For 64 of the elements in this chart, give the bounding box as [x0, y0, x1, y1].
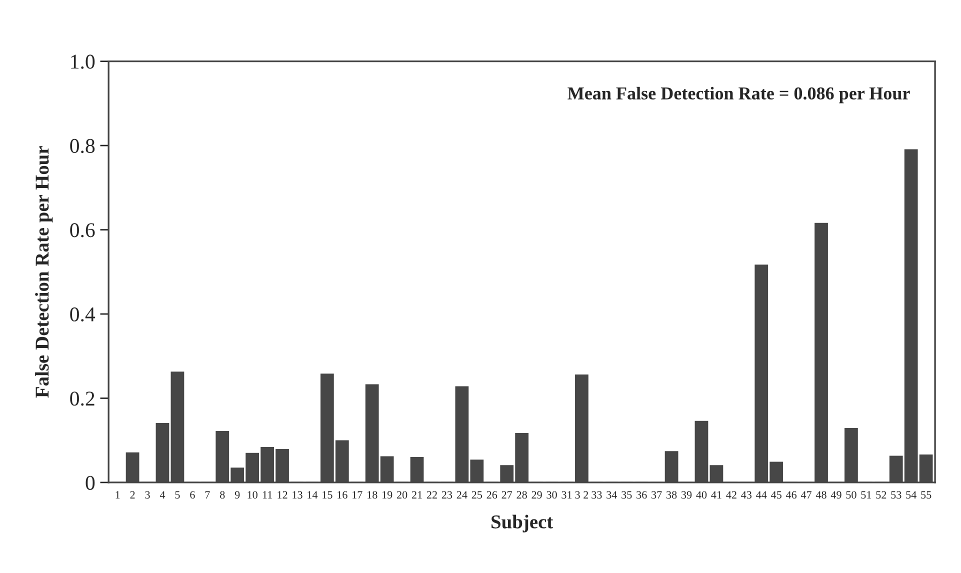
- x-tick-label: 52: [876, 491, 886, 499]
- x-tick-label: 3: [145, 491, 150, 499]
- annotation: Mean False Detection Rate = 0.086 per Hour: [568, 86, 910, 104]
- x-tick-label: 40: [696, 491, 707, 499]
- x-tick-label: 42: [726, 491, 736, 499]
- x-tick-label: 20: [396, 491, 408, 499]
- y-tick-label: 1.0: [71, 54, 95, 69]
- x-tick-label: 16: [338, 491, 348, 499]
- x-tick-label: 9: [234, 491, 240, 499]
- x-tick-label: 49: [830, 491, 842, 499]
- x-tick-label: 33: [592, 491, 602, 499]
- x-tick-label: 27: [502, 491, 512, 499]
- x-tick-label: 38: [666, 491, 677, 499]
- x-tick-label: 26: [486, 491, 498, 499]
- x-axis-title: Subject: [492, 514, 554, 532]
- x-tick-label: 13: [292, 491, 302, 499]
- x-tick-label: 5: [175, 491, 180, 499]
- x-tick-label: 23: [442, 491, 452, 499]
- x-tick-label: 36: [636, 491, 647, 499]
- x-tick-label: 4: [160, 491, 166, 499]
- x-tick-label: 19: [382, 491, 392, 499]
- x-tick-label: 22: [426, 491, 437, 499]
- x-tick-label: 30: [546, 491, 557, 499]
- y-tick-label: 0.2: [70, 392, 94, 406]
- x-tick-label: 47: [800, 491, 812, 499]
- x-tick-label: 41: [711, 491, 722, 499]
- x-tick-label: 35: [622, 491, 632, 499]
- x-tick-label: 54: [906, 491, 916, 499]
- x-tick-label: 31: [562, 491, 572, 499]
- x-tick-label: 44: [756, 491, 767, 499]
- x-tick-label: 45: [771, 491, 782, 499]
- y-tick-label: 0.8: [70, 138, 95, 154]
- x-tick-label: 11: [262, 491, 272, 499]
- x-tick-label: 17: [352, 491, 362, 499]
- x-tick-label: 21: [412, 491, 422, 499]
- x-tick-label: 51: [861, 491, 872, 499]
- x-tick-label: 25: [472, 491, 482, 499]
- x-tick-label: 12: [278, 491, 288, 499]
- x-tick-label: 28: [516, 491, 527, 499]
- x-tick-label: 18: [368, 491, 378, 499]
- x-tick-label: 3 2: [575, 491, 588, 499]
- y-tick-label: 0: [86, 476, 95, 490]
- y-axis-title: False Detection Rate per Hour: [35, 146, 53, 398]
- x-tick-label: 39: [681, 491, 692, 499]
- y-tick-label: 0.6: [70, 223, 95, 238]
- x-tick-label: 1: [116, 491, 120, 499]
- y-tick-label: 0.4: [70, 307, 96, 322]
- x-tick-label: 48: [816, 491, 826, 499]
- x-tick-label: 43: [741, 491, 752, 499]
- x-tick-label: 6: [190, 491, 195, 499]
- x-tick-label: 24: [456, 491, 468, 499]
- x-tick-label: 50: [846, 491, 856, 499]
- x-tick-label: 2: [130, 491, 135, 499]
- x-tick-label: 14: [308, 491, 318, 499]
- x-tick-label: 15: [322, 491, 332, 499]
- x-tick-label: 46: [786, 491, 797, 499]
- x-tick-label: 34: [606, 491, 618, 499]
- x-tick-label: 7: [205, 491, 210, 499]
- x-tick-label: 55: [921, 491, 932, 499]
- x-tick-label: 53: [891, 491, 902, 499]
- x-tick-label: 37: [652, 491, 662, 499]
- x-tick-label: 8: [220, 491, 225, 499]
- x-tick-label: 29: [532, 491, 542, 499]
- x-tick-label: 10: [248, 491, 258, 499]
